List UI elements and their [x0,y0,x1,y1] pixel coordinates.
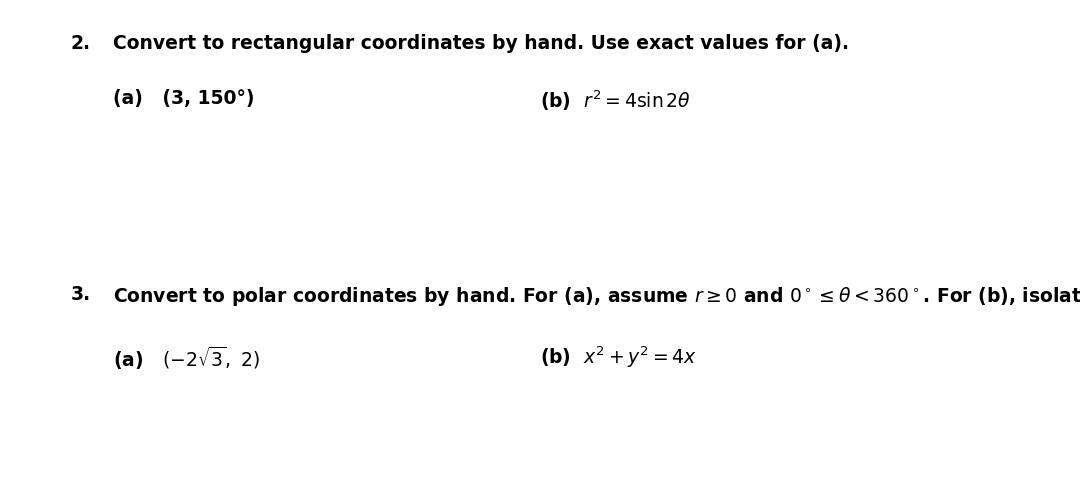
Text: (a)   (3, 150°): (a) (3, 150°) [113,89,255,108]
Text: (b)  $r^2 = 4\sin 2\theta$: (b) $r^2 = 4\sin 2\theta$ [540,89,691,113]
Text: Convert to polar coordinates by hand. For (a), assume $r \geq 0$ and $0^\circ\le: Convert to polar coordinates by hand. Fo… [113,285,1080,308]
Text: 3.: 3. [70,285,91,305]
Text: (b)  $x^2 + y^2 = 4x$: (b) $x^2 + y^2 = 4x$ [540,344,697,370]
Text: Convert to rectangular coordinates by hand. Use exact values for (a).: Convert to rectangular coordinates by ha… [113,34,849,54]
Text: (a)   $(-2\sqrt{3},\ 2)$: (a) $(-2\sqrt{3},\ 2)$ [113,344,260,371]
Text: 2.: 2. [70,34,91,54]
